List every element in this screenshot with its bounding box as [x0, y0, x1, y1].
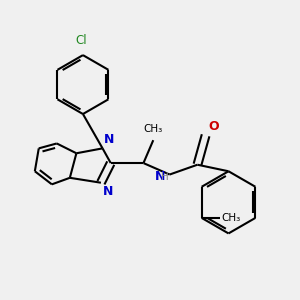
Text: O: O — [208, 120, 219, 133]
Text: N: N — [155, 170, 166, 183]
Text: H: H — [161, 172, 169, 182]
Text: CH₃: CH₃ — [144, 124, 163, 134]
Text: N: N — [103, 185, 113, 198]
Text: N: N — [104, 133, 115, 146]
Text: CH₃: CH₃ — [221, 213, 241, 223]
Text: Cl: Cl — [76, 34, 87, 47]
